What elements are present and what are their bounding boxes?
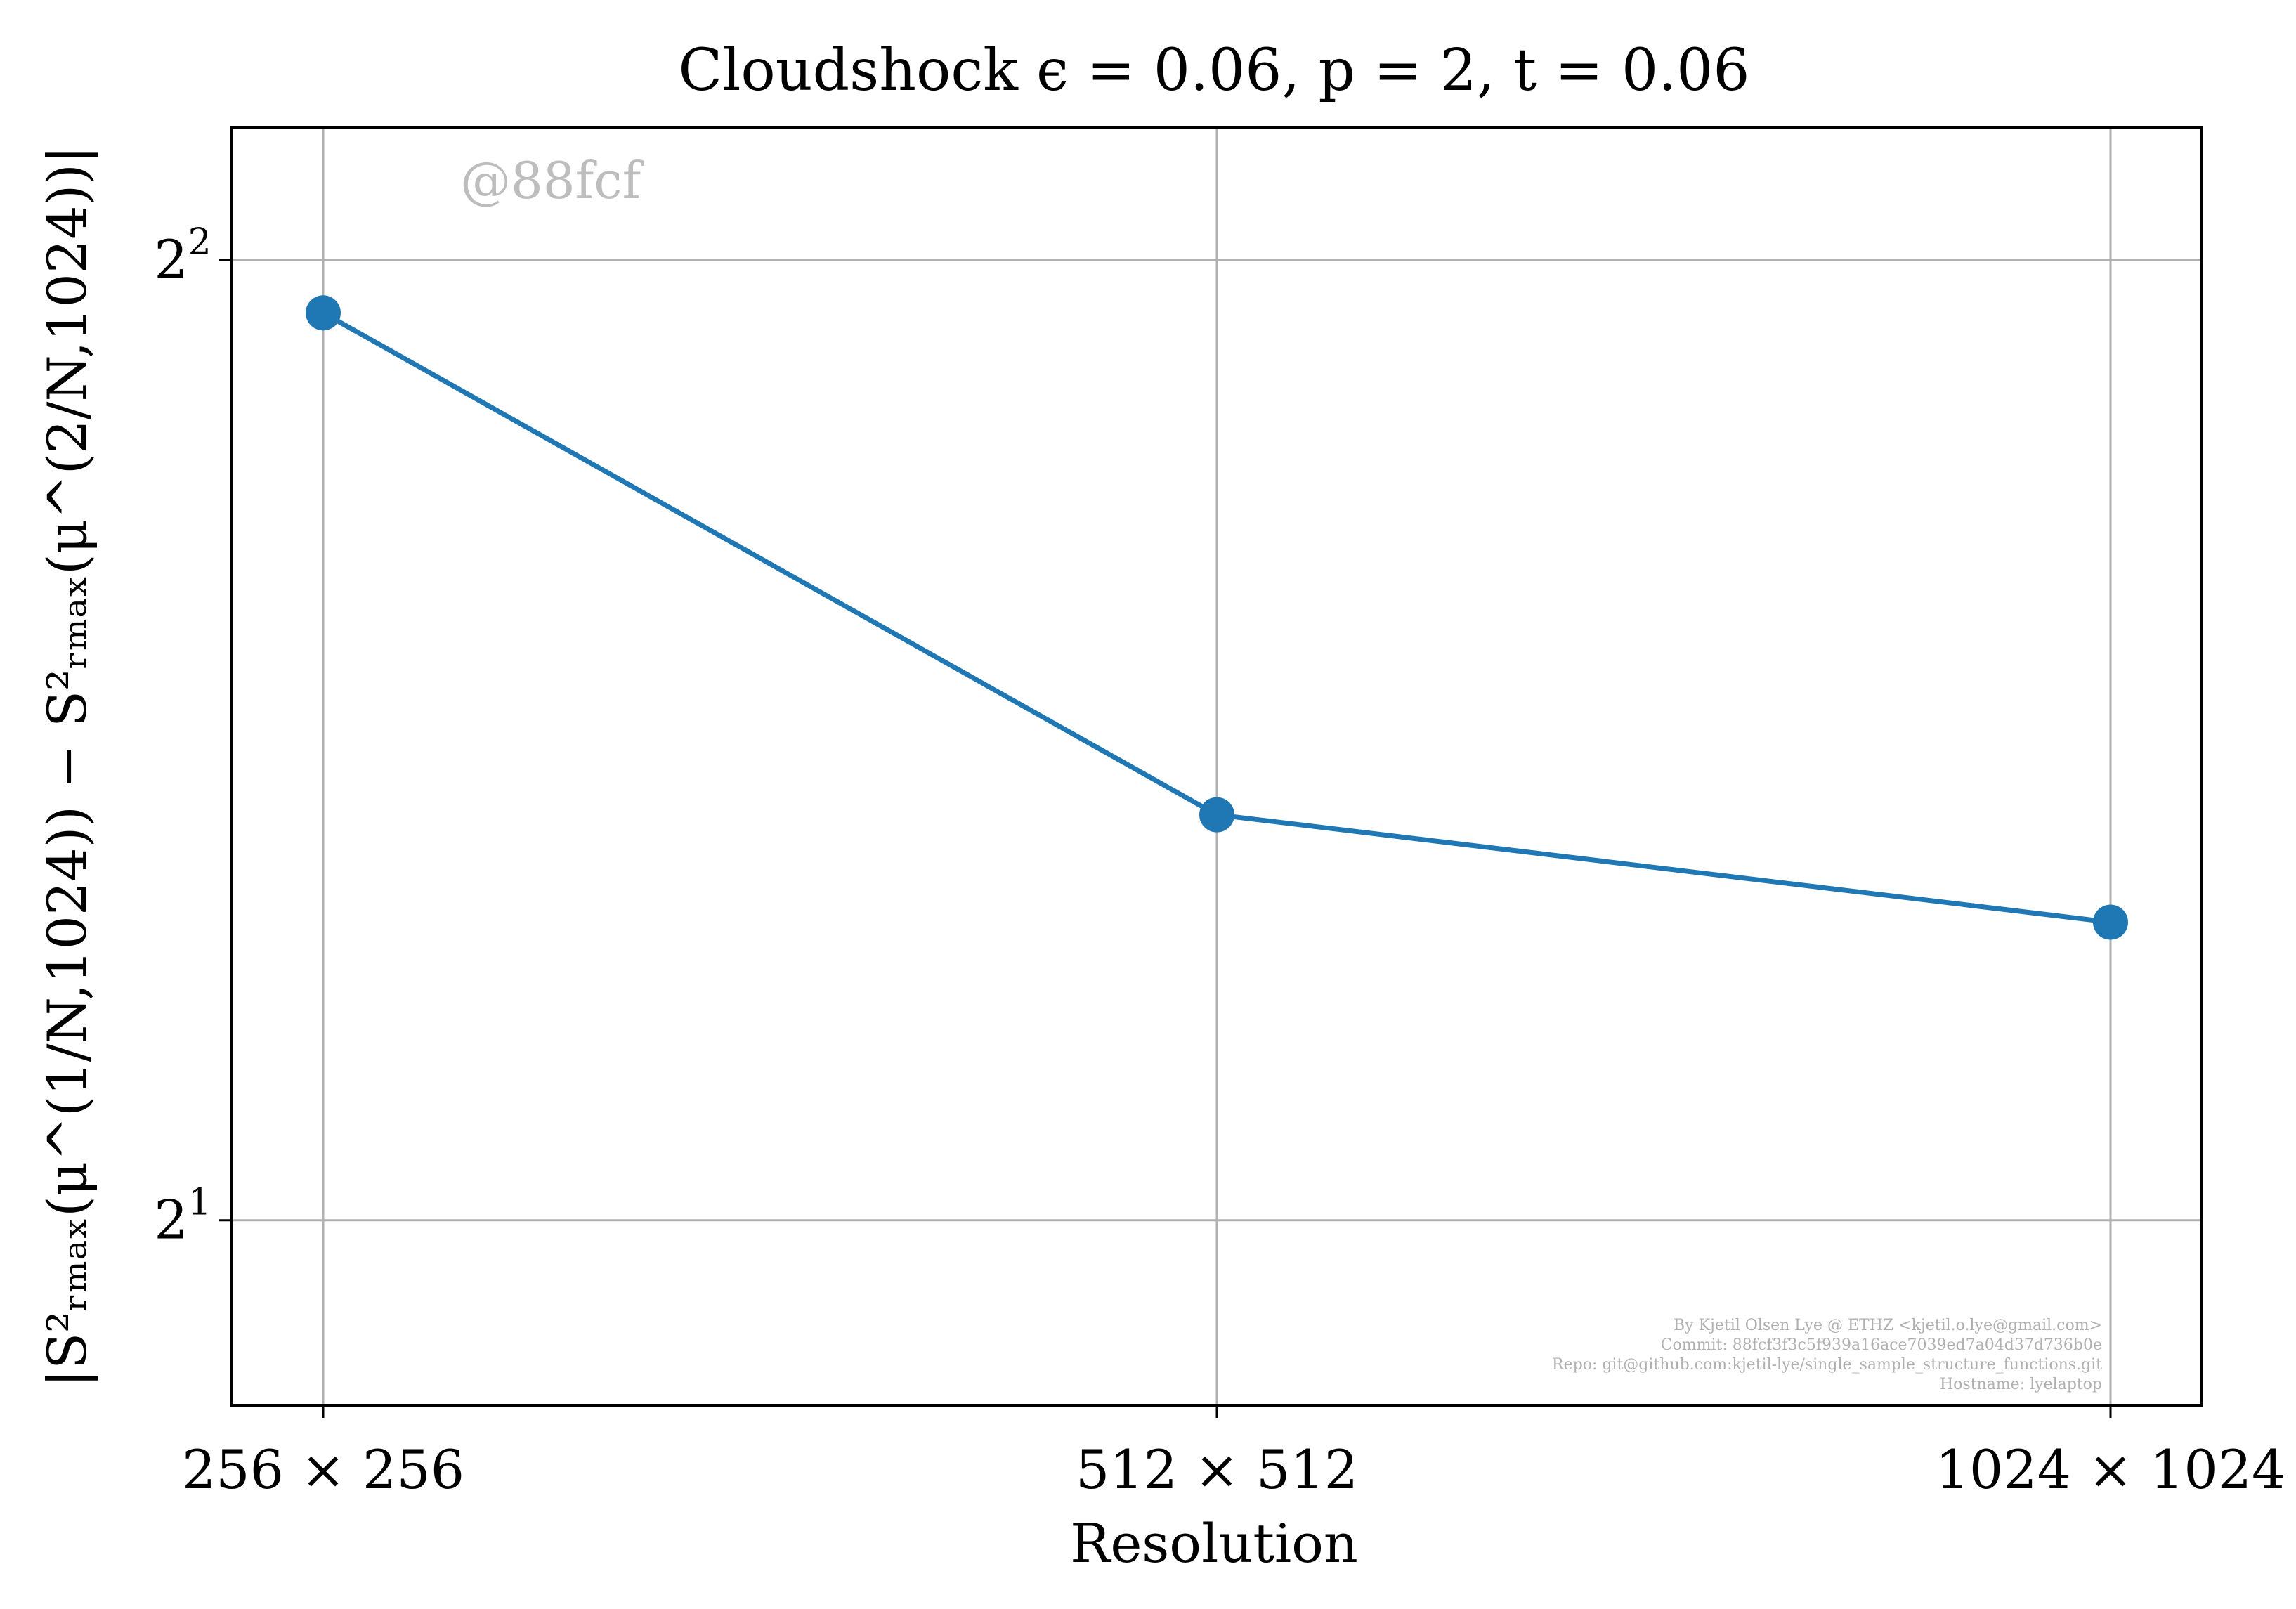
footer-line: Repo: git@github.com:kjetil-lye/single_s… — [1552, 1356, 2102, 1374]
footer-line: Commit: 88fcf3f3c5f939a16ace7039ed7a04d3… — [1661, 1336, 2102, 1354]
footer-credits: By Kjetil Olsen Lye @ ETHZ <kjetil.o.lye… — [1552, 1317, 2102, 1393]
y-tick-label: 21 — [154, 1182, 211, 1251]
watermark: @88fcf — [460, 151, 644, 210]
y-axis-ticks: 21 22 — [154, 221, 232, 1251]
data-point — [306, 295, 341, 331]
grid — [232, 128, 2202, 1405]
x-tick-label: 256 × 256 — [182, 1438, 464, 1501]
data-point — [2093, 904, 2128, 940]
x-tick-label: 512 × 512 — [1076, 1438, 1358, 1501]
y-tick-label: 22 — [154, 221, 211, 291]
x-axis-label: Resolution — [1070, 1512, 1358, 1575]
y-axis-label: |S²ᵣₘₐₓ(μ^(1/N,1024)) − S²ᵣₘₐₓ(μ^(2/N,10… — [36, 146, 98, 1388]
footer-line: By Kjetil Olsen Lye @ ETHZ <kjetil.o.lye… — [1674, 1317, 2102, 1334]
data-point — [1199, 797, 1234, 833]
series-line — [306, 295, 2128, 940]
x-axis-ticks: 256 × 256 512 × 512 1024 × 1024 — [182, 1405, 2285, 1501]
x-tick-label: 1024 × 1024 — [1936, 1438, 2286, 1501]
footer-line: Hostname: lyelaptop — [1940, 1376, 2102, 1393]
chart-title: Cloudshock ϵ = 0.06, p = 2, t = 0.06 — [678, 37, 1749, 104]
